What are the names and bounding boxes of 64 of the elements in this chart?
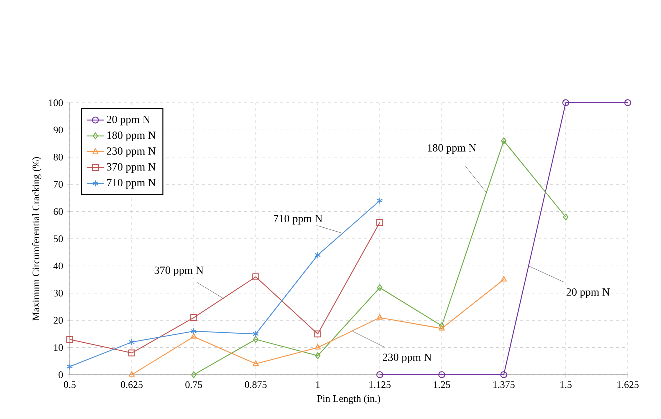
legend-label: 20 ppm N bbox=[107, 116, 150, 126]
point bbox=[66, 363, 74, 370]
x-tick-label: 0.5 bbox=[64, 382, 76, 388]
x-tick-label: 1.375 bbox=[494, 382, 515, 388]
annotation: 230 ppm N bbox=[383, 354, 432, 364]
y-tick-label: 20 bbox=[54, 317, 64, 324]
x-axis-title: Pin Length (in.) bbox=[317, 395, 380, 404]
point bbox=[190, 314, 198, 322]
point bbox=[376, 372, 384, 378]
point bbox=[376, 197, 384, 204]
y-tick-label: 100 bbox=[49, 100, 64, 106]
y-tick-label: 90 bbox=[54, 126, 64, 134]
y-tick-label: 80 bbox=[54, 154, 64, 161]
annotation: 20 ppm N bbox=[566, 288, 610, 298]
point bbox=[314, 344, 322, 350]
y-tick-label: 10 bbox=[54, 344, 64, 352]
y-axis-title: Maximum Circumferential Cracking (%) bbox=[32, 157, 42, 321]
y-tick-label: 70 bbox=[54, 181, 64, 188]
y-tick-label: 60 bbox=[54, 208, 64, 216]
point bbox=[376, 314, 384, 320]
point bbox=[439, 322, 445, 330]
x-tick-label: 1 bbox=[316, 382, 320, 388]
x-tick-label: 1.125 bbox=[370, 382, 391, 388]
legend-label: 370 ppm N bbox=[107, 163, 156, 174]
point bbox=[252, 360, 260, 366]
point bbox=[500, 276, 508, 282]
point bbox=[501, 138, 507, 145]
point bbox=[190, 328, 198, 335]
point bbox=[191, 372, 197, 378]
point bbox=[66, 336, 74, 344]
annotation: 180 ppm N bbox=[428, 144, 476, 154]
point bbox=[314, 330, 322, 338]
point bbox=[624, 100, 632, 106]
legend-label: 230 ppm N bbox=[107, 148, 156, 158]
annotation: 370 ppm N bbox=[154, 266, 204, 276]
point bbox=[500, 372, 508, 378]
x-tick-label: 0.625 bbox=[121, 382, 143, 388]
point bbox=[563, 214, 569, 221]
point bbox=[190, 333, 198, 339]
point bbox=[377, 284, 383, 292]
point bbox=[128, 338, 136, 346]
x-tick-label: 1.25 bbox=[434, 382, 450, 388]
point bbox=[376, 219, 384, 226]
y-tick-label: 0 bbox=[58, 372, 64, 378]
point bbox=[252, 330, 260, 338]
point bbox=[253, 336, 259, 344]
point bbox=[438, 325, 446, 331]
point bbox=[128, 372, 136, 377]
legend-label: 710 ppm N bbox=[107, 179, 156, 189]
annotation: 710 ppm N bbox=[274, 215, 323, 225]
y-tick-label: 30 bbox=[54, 290, 64, 297]
x-tick-label: 0.875 bbox=[245, 382, 267, 388]
point bbox=[128, 350, 136, 357]
point bbox=[315, 352, 321, 360]
x-tick-label: 1.625 bbox=[618, 382, 639, 388]
x-tick-label: 1.5 bbox=[560, 382, 572, 388]
y-tick-label: 50 bbox=[54, 236, 64, 242]
point bbox=[252, 274, 260, 281]
point bbox=[314, 252, 322, 259]
point bbox=[562, 100, 570, 106]
x-tick-label: 0.75 bbox=[186, 382, 202, 388]
y-tick-label: 40 bbox=[54, 262, 64, 270]
point bbox=[438, 372, 446, 378]
legend-label: 180 ppm N bbox=[108, 132, 156, 142]
